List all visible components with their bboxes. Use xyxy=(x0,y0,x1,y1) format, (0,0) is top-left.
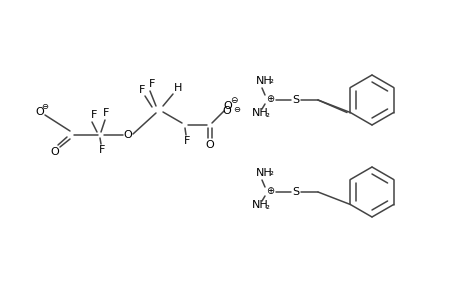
Text: O: O xyxy=(222,106,231,116)
Text: ⊖: ⊖ xyxy=(41,101,48,110)
Text: F: F xyxy=(139,85,145,95)
Text: F: F xyxy=(99,145,105,155)
Text: O: O xyxy=(205,140,214,150)
Text: F: F xyxy=(149,79,155,89)
Text: ⊖: ⊖ xyxy=(230,95,237,104)
Text: ₂: ₂ xyxy=(269,75,274,85)
Text: NH: NH xyxy=(252,108,268,118)
Text: F: F xyxy=(184,136,190,146)
Text: ⊖: ⊖ xyxy=(233,104,240,113)
Text: F: F xyxy=(103,108,109,118)
Text: ₂: ₂ xyxy=(269,167,274,177)
Text: NH: NH xyxy=(252,200,268,210)
Text: NH: NH xyxy=(256,76,272,86)
Text: ₂: ₂ xyxy=(265,201,269,211)
Text: O: O xyxy=(50,147,59,157)
Text: S: S xyxy=(292,187,299,197)
Text: ⊕: ⊕ xyxy=(265,186,274,196)
Text: ⊕: ⊕ xyxy=(265,94,274,104)
Text: F: F xyxy=(90,110,97,120)
Text: O: O xyxy=(123,130,132,140)
Text: O: O xyxy=(35,107,44,117)
Text: H: H xyxy=(174,83,182,93)
Text: ₂: ₂ xyxy=(265,109,269,119)
Text: O: O xyxy=(223,101,232,111)
Text: NH: NH xyxy=(256,168,272,178)
Text: S: S xyxy=(292,95,299,105)
